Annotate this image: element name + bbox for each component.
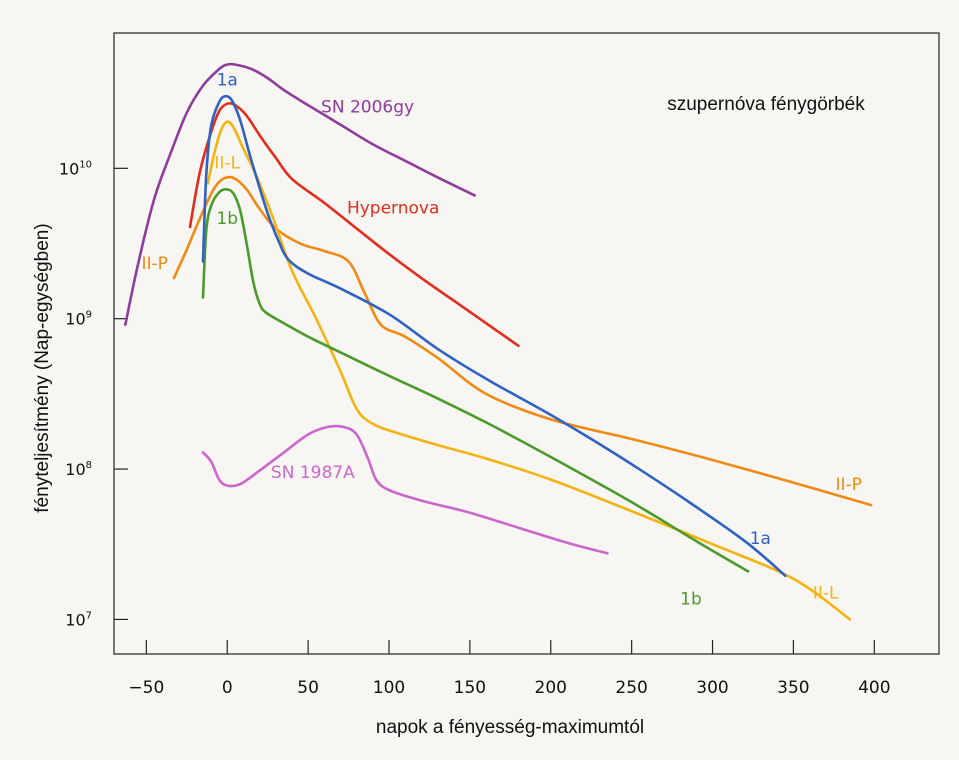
- curve-1b: [201, 188, 750, 573]
- y-tick-label: 108: [65, 460, 92, 479]
- x-tick-label: 150: [454, 678, 486, 698]
- curve-sn-2006gy: [124, 62, 476, 326]
- curve-ii-l: [206, 120, 852, 621]
- x-tick-label: −50: [128, 678, 164, 698]
- curve-label: II-L: [214, 153, 240, 173]
- curve-label: SN 2006gy: [321, 98, 414, 118]
- curve-1a: [201, 94, 787, 578]
- curve-label: SN 1987A: [271, 463, 355, 483]
- curve-label: II-L: [813, 583, 839, 603]
- y-tick-base: 10: [65, 310, 85, 329]
- x-axis-label: napok a fényesség-maximumtól: [376, 717, 644, 738]
- x-tick-label: 400: [858, 678, 890, 698]
- x-tick-label: 300: [696, 678, 728, 698]
- y-tick-base: 10: [59, 159, 79, 178]
- curve-label: II-P: [142, 254, 168, 274]
- curve-label: 1a: [217, 71, 238, 91]
- curve-ii-p: [172, 175, 873, 507]
- y-axis-label: fényteljesítmény (Nap-egységben): [32, 223, 53, 512]
- y-tick-base: 10: [65, 460, 85, 479]
- y-tick-exponent: 10: [79, 159, 92, 170]
- curve-label: II-P: [835, 475, 861, 495]
- y-tick-base: 10: [65, 610, 85, 629]
- x-tick-label: 350: [777, 678, 809, 698]
- chart-title: szupernóva fénygörbék: [667, 94, 865, 115]
- plot-frame: [113, 32, 940, 655]
- light-curves: [124, 62, 873, 621]
- x-tick-label: 0: [222, 678, 233, 698]
- y-tick-exponent: 9: [86, 310, 92, 321]
- curve-label: 1b: [680, 589, 702, 609]
- curve-sn-1987a: [201, 424, 609, 555]
- y-tick-label: 1010: [59, 159, 92, 178]
- y-tick-exponent: 8: [86, 460, 92, 471]
- curve-hypernova: [188, 101, 520, 348]
- curve-label: 1a: [750, 529, 771, 549]
- y-tick-label: 109: [65, 310, 92, 329]
- y-tick-label: 107: [65, 610, 92, 629]
- curve-labels: SN 2006gy 1a II-L Hypernova 1b II-P SN 1987A II…: [142, 71, 862, 610]
- x-tick-label: 100: [373, 678, 405, 698]
- x-tick-label: 200: [535, 678, 567, 698]
- y-tick-exponent: 7: [86, 610, 92, 621]
- x-tick-label: 50: [297, 678, 319, 698]
- curve-label: Hypernova: [347, 198, 439, 218]
- x-tick-label: 250: [615, 678, 647, 698]
- curve-label: 1b: [216, 209, 238, 229]
